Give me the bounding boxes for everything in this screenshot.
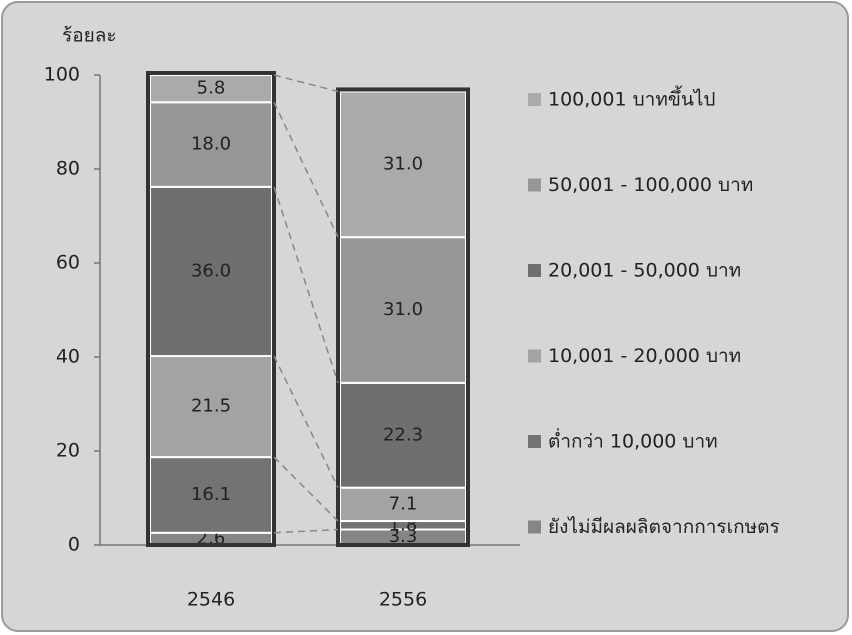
legend-swatch [528,178,541,192]
connector [273,186,339,384]
legend-swatch [528,264,541,277]
y-tick-label: 0 [68,534,80,556]
data-label: 7.1 [389,493,418,514]
legend-label: ต่ำกว่า 10,000 บาท [548,428,718,453]
bar-outline [146,71,276,547]
bar-segment [149,101,273,188]
y-tick-label: 20 [56,440,80,462]
y-tick-label: 100 [44,64,80,86]
data-label: 36.0 [191,260,231,281]
bar-outline [336,87,470,547]
bar-segment [149,185,273,358]
legend-label: 100,001 บาทขึ้นไป [548,86,715,111]
y-tick-label: 60 [56,252,80,274]
bar-segment [339,381,467,489]
data-label: 31.0 [383,153,423,174]
y-tick-label: 40 [56,346,80,368]
legend-label: ยังไม่มีผลผลิตจากการเกษตร [548,516,780,538]
data-label: 31.0 [383,299,423,320]
legend-swatch [528,435,541,448]
legend-label: 50,001 - 100,000 บาท [548,174,753,196]
connector [273,456,339,522]
data-label: 5.8 [197,78,226,99]
x-tick-label: 2556 [379,589,427,611]
data-label: 22.3 [383,424,423,445]
legend-label: 20,001 - 50,000 บาท [548,260,741,282]
legend-swatch [528,93,541,106]
connector [273,101,339,238]
connector [273,528,339,534]
legend-swatch [528,349,541,363]
data-label: 16.1 [191,484,231,505]
legend-swatch [528,520,541,534]
y-tick-label: 80 [56,158,80,180]
bar-segment [339,236,467,384]
y-axis-label: ร้อยละ [62,25,117,47]
x-tick-label: 2546 [187,589,235,611]
bar-segment [149,456,273,534]
data-label: 18.0 [191,134,231,155]
legend-label: 10,001 - 20,000 บาท [548,345,741,367]
data-label: 21.5 [191,396,231,417]
connector [273,355,339,488]
data-label: 3.3 [389,526,418,547]
bar-segment [339,90,467,239]
